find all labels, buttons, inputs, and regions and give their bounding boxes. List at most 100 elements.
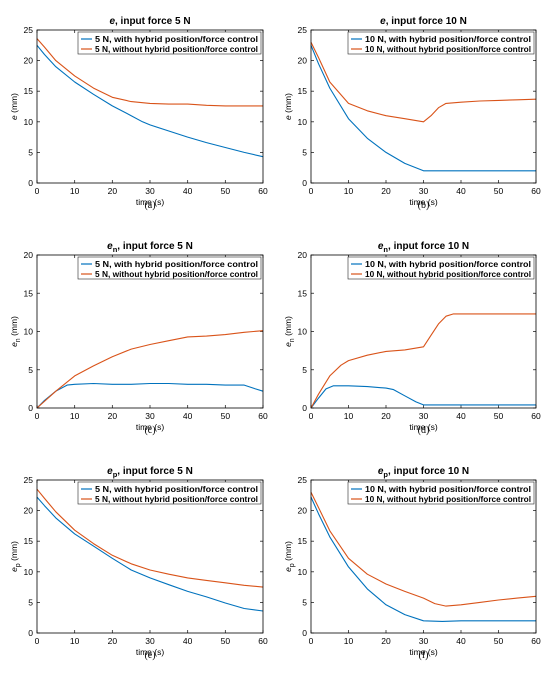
x-axis-label: time (s) xyxy=(136,647,165,657)
x-tick-label: 50 xyxy=(221,186,231,196)
series-line-with-hybrid xyxy=(310,385,536,409)
x-tick-label: 10 xyxy=(344,636,354,646)
y-tick-label: 0 xyxy=(302,403,307,413)
panel-title: en, input force 10 N xyxy=(378,241,469,254)
y-tick-label: 15 xyxy=(24,288,34,298)
x-tick-label: 20 xyxy=(108,411,118,421)
series-line-without-hybrid xyxy=(310,41,537,123)
y-tick-label: 15 xyxy=(298,536,308,546)
y-tick-label: 5 xyxy=(28,597,33,607)
x-tick-label: 30 xyxy=(419,636,429,646)
y-axis-label: en (mm) xyxy=(283,316,296,347)
x-tick-label: 60 xyxy=(531,636,541,646)
y-tick-label: 25 xyxy=(298,475,308,485)
legend-entry: 10 N, without hybrid position/force cont… xyxy=(365,270,531,279)
x-tick-label: 0 xyxy=(309,186,314,196)
axes-box xyxy=(36,479,264,634)
series-line-without-hybrid xyxy=(36,488,264,588)
x-tick-label: 40 xyxy=(456,411,466,421)
y-tick-label: 10 xyxy=(298,327,308,337)
y-tick-label: 20 xyxy=(298,250,308,260)
x-tick-label: 40 xyxy=(183,411,193,421)
y-tick-label: 20 xyxy=(24,250,34,260)
panel-title: en, input force 5 N xyxy=(107,241,193,254)
series-line-with-hybrid xyxy=(36,496,264,612)
y-tick-label: 5 xyxy=(302,147,307,157)
panel-caption: (c) xyxy=(144,425,155,436)
x-tick-label: 20 xyxy=(108,186,118,196)
series-line-with-hybrid xyxy=(310,496,536,622)
x-tick-label: 20 xyxy=(381,411,391,421)
axes-box xyxy=(36,29,264,184)
y-tick-label: 10 xyxy=(298,117,308,127)
x-tick-label: 30 xyxy=(419,411,429,421)
x-tick-label: 30 xyxy=(145,636,155,646)
panel-caption: (b) xyxy=(418,200,430,211)
legend-entry: 10 N, without hybrid position/force cont… xyxy=(365,495,531,504)
legend-entry: 5 N, without hybrid position/force contr… xyxy=(95,45,258,54)
y-tick-label: 15 xyxy=(298,288,308,298)
x-tick-label: 40 xyxy=(456,186,466,196)
series-line-without-hybrid xyxy=(310,491,537,607)
x-tick-label: 0 xyxy=(35,636,40,646)
y-tick-label: 10 xyxy=(24,117,34,127)
y-tick-label: 0 xyxy=(302,628,307,638)
chart-panel-3: 0 10 20 30 40 50 60 0 5 10 15 20 5 N, with hybrid po… xyxy=(9,241,268,436)
axes-box xyxy=(310,479,537,634)
y-tick-label: 20 xyxy=(298,506,308,516)
panel-title: ep, input force 10 N xyxy=(378,466,469,479)
y-tick-label: 20 xyxy=(24,506,34,516)
x-axis-label: time (s) xyxy=(409,422,438,432)
y-tick-label: 25 xyxy=(24,25,34,35)
legend-entry: 10 N, with hybrid position/force control xyxy=(365,260,531,269)
legend-entry: 5 N, with hybrid position/force control xyxy=(95,485,258,494)
x-tick-label: 20 xyxy=(381,636,391,646)
x-tick-label: 20 xyxy=(381,186,391,196)
chart-panel-4: 0 10 20 30 40 50 60 0 5 10 15 20 10 N, with hybrid p… xyxy=(283,241,541,436)
panel-caption: (f) xyxy=(419,650,429,661)
y-tick-label: 10 xyxy=(24,327,34,337)
y-tick-label: 15 xyxy=(24,536,34,546)
legend: 10 N, with hybrid position/force control… xyxy=(347,31,535,55)
x-tick-label: 40 xyxy=(183,636,193,646)
plot-area xyxy=(37,30,263,183)
legend: 5 N, with hybrid position/force control5… xyxy=(77,256,262,280)
x-tick-label: 0 xyxy=(35,411,40,421)
x-tick-label: 10 xyxy=(344,411,354,421)
panel-title: e, input force 10 N xyxy=(380,16,467,27)
y-tick-label: 5 xyxy=(28,365,33,375)
y-tick-label: 25 xyxy=(24,475,34,485)
legend: 10 N, with hybrid position/force control… xyxy=(347,481,535,505)
plot-area xyxy=(37,480,263,633)
x-tick-label: 0 xyxy=(309,636,314,646)
y-axis-label: ep (mm) xyxy=(9,541,22,572)
panel-caption: (d) xyxy=(418,425,430,436)
legend-entry: 5 N, without hybrid position/force contr… xyxy=(95,270,258,279)
series-line-with-hybrid xyxy=(36,44,264,158)
legend-entry: 5 N, with hybrid position/force control xyxy=(95,35,258,44)
series-line-with-hybrid xyxy=(310,45,536,172)
x-axis-label: time (s) xyxy=(136,422,165,432)
y-axis-label: e (mm) xyxy=(283,93,293,120)
series-line-without-hybrid xyxy=(310,313,536,409)
x-tick-label: 10 xyxy=(70,636,80,646)
x-axis-label: time (s) xyxy=(136,197,165,207)
series-line-without-hybrid xyxy=(36,38,263,107)
x-tick-label: 0 xyxy=(309,411,314,421)
y-axis-label: ep (mm) xyxy=(283,541,296,572)
legend-entry: 5 N, without hybrid position/force contr… xyxy=(95,495,258,504)
x-tick-label: 30 xyxy=(419,186,429,196)
chart-panel-1: 0 10 20 30 40 50 60 0 5 10 15 20 25 5 N, with hybrid … xyxy=(9,16,268,211)
panel-caption: (e) xyxy=(144,650,155,661)
y-tick-label: 15 xyxy=(24,86,34,96)
plot-area xyxy=(311,255,536,408)
x-tick-label: 10 xyxy=(70,411,80,421)
y-tick-label: 10 xyxy=(298,567,308,577)
axes-box xyxy=(310,29,537,184)
y-tick-label: 0 xyxy=(28,178,33,188)
y-tick-label: 5 xyxy=(302,597,307,607)
legend-box xyxy=(77,481,262,505)
x-tick-label: 50 xyxy=(494,186,504,196)
x-tick-label: 50 xyxy=(221,411,231,421)
axes-box xyxy=(36,254,264,409)
